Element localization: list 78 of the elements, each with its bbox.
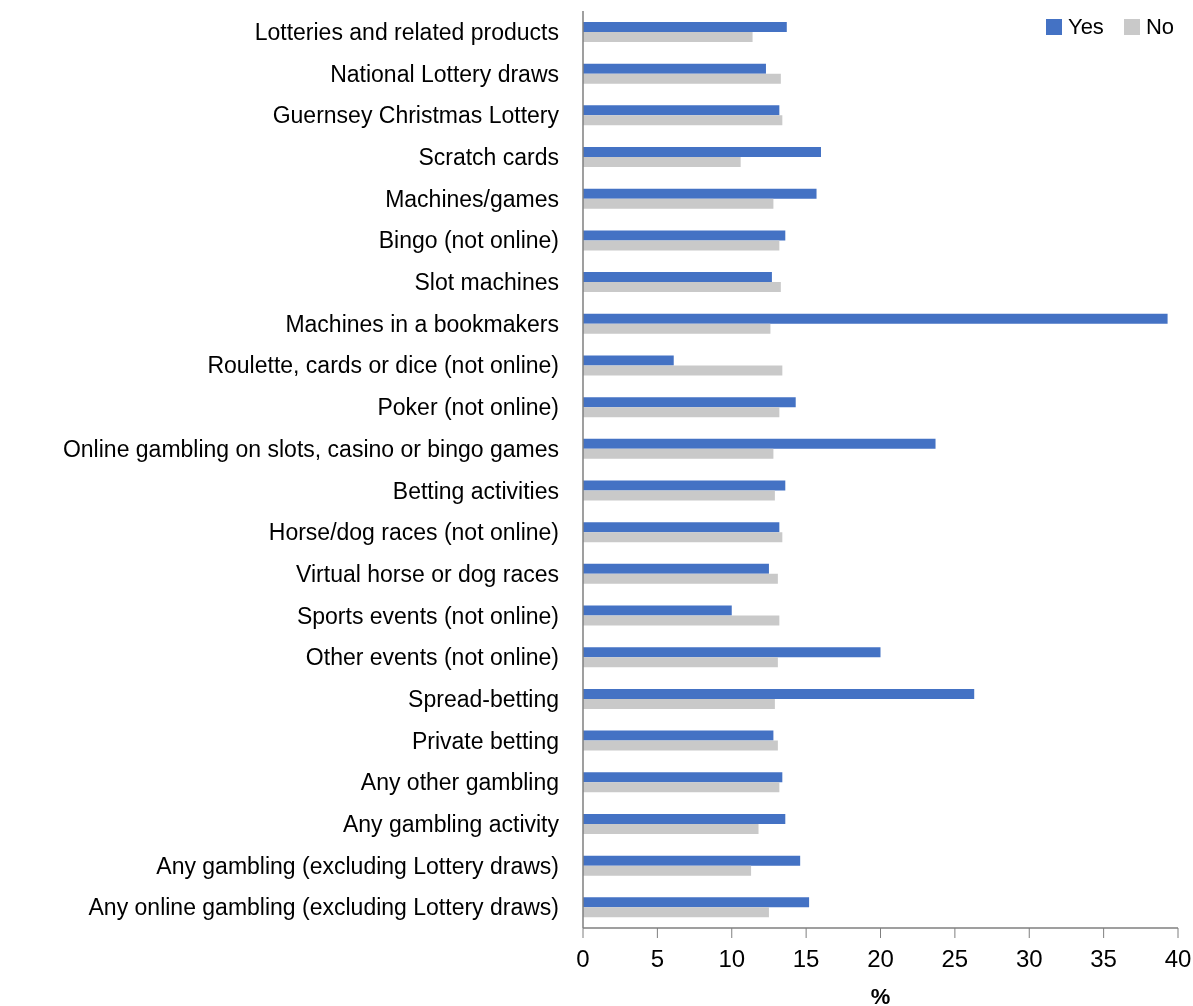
bar bbox=[583, 157, 741, 168]
bar bbox=[583, 438, 936, 449]
y-tick-label: Guernsey Christmas Lottery bbox=[272, 102, 560, 129]
bar bbox=[583, 605, 732, 616]
bar bbox=[583, 855, 801, 866]
bar bbox=[583, 907, 769, 918]
bar bbox=[583, 32, 753, 42]
bar bbox=[583, 147, 821, 158]
bar bbox=[583, 897, 810, 908]
y-tick-label: Any gambling (excluding Lottery draws) bbox=[156, 852, 559, 879]
x-tick-label: 0 bbox=[576, 945, 590, 973]
bar bbox=[583, 407, 780, 418]
y-tick-label: Sports events (not online) bbox=[296, 602, 559, 629]
y-tick-label: Any gambling activity bbox=[342, 810, 560, 837]
bar bbox=[583, 313, 1168, 324]
bar bbox=[583, 740, 778, 751]
y-tick-label: Other events (not online) bbox=[305, 644, 559, 671]
bar bbox=[583, 865, 752, 876]
y-tick-label: Lotteries and related products bbox=[254, 19, 559, 46]
bar bbox=[583, 813, 786, 824]
bar bbox=[583, 63, 766, 74]
bar bbox=[583, 688, 975, 699]
bar bbox=[583, 323, 771, 334]
x-tick-label: 35 bbox=[1090, 945, 1117, 973]
bar bbox=[583, 230, 786, 241]
x-axis-title: % bbox=[870, 984, 891, 1006]
x-tick-label: 15 bbox=[792, 945, 820, 973]
y-tick-label: Horse/dog races (not online) bbox=[268, 519, 559, 546]
x-tick-label: 10 bbox=[718, 945, 746, 973]
bar bbox=[583, 563, 769, 574]
y-tick-label: Online gambling on slots, casino or bingo games bbox=[62, 435, 559, 462]
bar bbox=[583, 730, 774, 741]
bar bbox=[583, 772, 783, 783]
bar bbox=[583, 573, 778, 584]
x-tick-label: 20 bbox=[867, 945, 894, 973]
bar bbox=[583, 73, 781, 84]
y-tick-label: Scratch cards bbox=[418, 144, 559, 171]
x-tick-label: 5 bbox=[650, 945, 665, 973]
legend-label: Yes bbox=[1067, 14, 1104, 40]
bar bbox=[583, 448, 774, 459]
bar bbox=[583, 490, 775, 501]
bar bbox=[583, 397, 796, 408]
bar bbox=[583, 355, 674, 366]
y-tick-label: Roulette, cards or dice (not online) bbox=[207, 352, 559, 379]
y-tick-label: Machines/games bbox=[385, 185, 559, 212]
bar bbox=[583, 198, 774, 209]
x-tick-label: 30 bbox=[1015, 945, 1043, 973]
x-tick-label: 40 bbox=[1164, 945, 1192, 973]
bar bbox=[583, 365, 783, 376]
bar bbox=[583, 115, 783, 126]
bar bbox=[583, 532, 783, 543]
y-tick-label: Virtual horse or dog races bbox=[296, 560, 559, 587]
bar bbox=[583, 240, 780, 251]
bar bbox=[583, 522, 780, 533]
legend-label: No bbox=[1145, 14, 1174, 40]
bar bbox=[583, 657, 778, 668]
y-tick-label: Spread-betting bbox=[408, 685, 559, 712]
y-tick-label: Any other gambling bbox=[360, 769, 559, 796]
y-tick-label: Machines in a bookmakers bbox=[285, 310, 559, 337]
y-tick-label: Any online gambling (excluding Lottery draws) bbox=[88, 894, 559, 921]
y-tick-label: Poker (not online) bbox=[377, 394, 559, 421]
bar bbox=[583, 823, 759, 834]
bar bbox=[583, 272, 772, 283]
bar bbox=[583, 188, 817, 199]
x-tick-label: 25 bbox=[941, 945, 969, 973]
bar bbox=[583, 698, 775, 709]
y-tick-label: National Lottery draws bbox=[330, 60, 559, 87]
bar bbox=[583, 615, 780, 626]
bar bbox=[583, 22, 787, 32]
bar bbox=[583, 282, 781, 293]
y-tick-label: Betting activities bbox=[392, 477, 559, 504]
bar bbox=[583, 782, 780, 793]
y-tick-label: Bingo (not online) bbox=[378, 227, 559, 254]
bar bbox=[583, 105, 780, 116]
y-tick-label: Private betting bbox=[411, 727, 559, 754]
bar bbox=[583, 480, 786, 491]
y-tick-label: Slot machines bbox=[414, 269, 559, 296]
bar bbox=[583, 647, 881, 658]
